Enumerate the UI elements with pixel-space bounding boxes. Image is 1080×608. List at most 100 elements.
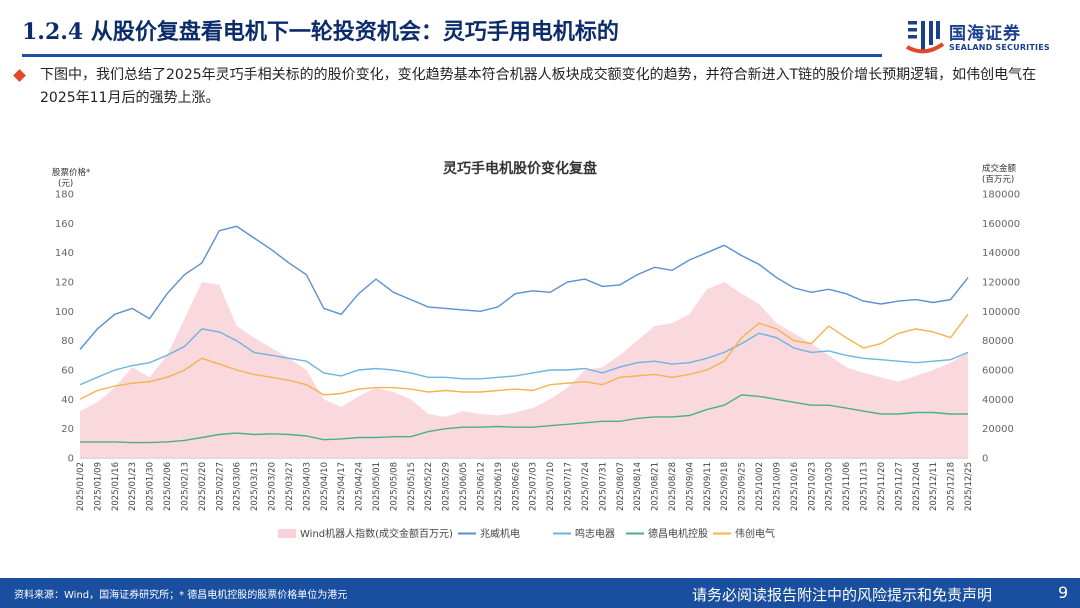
series-line-mingzhi [79, 328, 969, 386]
x-tick-label: 2025/02/20 [198, 462, 208, 511]
y-tick-right: 0 [982, 454, 988, 465]
x-tick-label: 2025/01/30 [146, 462, 156, 511]
x-tick-label: 2025/03/06 [233, 462, 243, 511]
x-tick-label: 2025/06/05 [459, 462, 469, 511]
x-tick-label: 2025/02/06 [163, 462, 173, 511]
y-tick-right: 140000 [982, 248, 1020, 259]
footer-bar: 资料来源：Wind，国海证券研究所；* 德昌电机控股的股票价格单位为港元 请务必… [0, 578, 1080, 608]
x-tick-label: 2025/07/03 [529, 462, 539, 511]
x-tick-label: 2025/04/17 [337, 462, 347, 511]
y-tick-right: 180000 [982, 190, 1020, 201]
logo-english-name: SEALAND SECURITIES [949, 43, 1050, 52]
legend-zhaowei: 兆威机电 [480, 527, 520, 540]
slide-title: 1.2.4 从股价复盘看电机下一轮投资机会：灵巧手用电机标的 [22, 19, 619, 45]
x-tick-label: 2025/03/13 [250, 462, 260, 511]
x-tick-label: 2025/12/04 [912, 462, 922, 511]
page-number: 9 [1058, 583, 1069, 602]
x-tick-label: 2025/07/31 [598, 462, 608, 511]
x-tick-label: 2025/10/02 [755, 462, 765, 511]
y-tick-left: 160 [55, 219, 74, 230]
x-tick-label: 2025/12/11 [929, 462, 939, 511]
x-tick-label: 2025/05/29 [442, 462, 452, 511]
x-tick-label: 2025/03/27 [285, 462, 295, 511]
x-tick-label: 2025/07/10 [546, 462, 556, 511]
x-tick-label: 2025/09/11 [703, 462, 713, 511]
x-tick-label: 2025/05/22 [424, 462, 434, 511]
y-axis-right-unit: (百万元) [982, 175, 1014, 185]
y-axis-left-label: 股票价格* [52, 167, 90, 178]
x-tick-label: 2025/04/10 [320, 462, 330, 511]
y-tick-left: 0 [68, 454, 74, 465]
legend-robot-index-swatch [278, 529, 296, 538]
x-tick-label: 2025/11/27 [894, 462, 904, 511]
y-tick-left: 180 [55, 190, 74, 201]
slide-header: 1.2.4 从股价复盘看电机下一轮投资机会：灵巧手用电机标的 国海证券 SEAL… [0, 0, 1080, 58]
footer-disclaimer: 请务必阅读报告附注中的风险提示和免责声明 [692, 586, 993, 604]
x-tick-label: 2025/09/04 [685, 462, 695, 511]
y-tick-left: 100 [55, 307, 74, 318]
series-line-weichuang [79, 313, 969, 400]
stock-price-chart: 灵巧手电机股价变化复盘 股票价格*(元) 成交金额(百万元) 0 20 40 60 80 100… [52, 160, 1020, 540]
legend-dechang: 德昌电机控股 [648, 527, 708, 540]
legend-mingzhi: 鸣志电器 [575, 527, 615, 540]
x-tick-label: 2025/11/06 [842, 462, 852, 511]
bullet-paragraph: 下图中，我们总结了2025年灵巧手相关标的的股价变化，变化趋势基本符合机器人板块… [40, 67, 1037, 106]
y-tick-right: 60000 [982, 366, 1014, 377]
x-tick-label: 2025/03/20 [268, 462, 278, 511]
x-tick-label: 2025/02/27 [215, 462, 225, 511]
y-tick-right: 20000 [982, 424, 1014, 435]
y-axis-left-unit: (元) [58, 179, 73, 189]
x-tick-label: 2025/02/13 [180, 462, 190, 511]
chart-title: 灵巧手电机股价变化复盘 [443, 160, 597, 177]
x-tick-label: 2025/11/13 [860, 462, 870, 511]
x-tick-label: 2025/01/23 [128, 462, 138, 511]
x-tick-label: 2025/12/18 [947, 462, 957, 511]
y-axis-right-label: 成交金额 [982, 163, 1017, 174]
x-tick-label: 2025/10/16 [790, 462, 800, 511]
y-tick-right: 160000 [982, 219, 1020, 230]
legend-weichuang: 伟创电气 [735, 527, 775, 540]
x-tick-label: 2025/06/12 [476, 462, 486, 511]
x-tick-label: 2025/04/03 [302, 462, 312, 511]
x-tick-label: 2025/04/24 [355, 462, 365, 511]
x-tick-label: 2025/07/24 [581, 462, 591, 511]
footer-source: 资料来源：Wind，国海证券研究所；* 德昌电机控股的股票价格单位为港元 [14, 590, 348, 601]
x-tick-label: 2025/12/25 [964, 462, 974, 511]
x-tick-label: 2025/06/26 [511, 462, 521, 511]
x-tick-label: 2025/08/07 [616, 462, 626, 511]
x-tick-label: 2025/01/02 [76, 462, 86, 511]
x-tick-label: 2025/10/23 [807, 462, 817, 511]
x-tick-label: 2025/08/14 [633, 462, 643, 511]
y-tick-right: 100000 [982, 307, 1020, 318]
x-tick-label: 2025/01/09 [93, 462, 103, 511]
y-tick-left: 140 [55, 248, 74, 259]
y-tick-left: 60 [61, 366, 74, 377]
x-tick-label: 2025/05/08 [389, 462, 399, 511]
sealand-logo: 国海证券 SEALAND SECURITIES [905, 17, 1065, 59]
y-tick-right: 120000 [982, 278, 1020, 289]
x-tick-label: 2025/08/28 [668, 462, 678, 511]
y-tick-left: 80 [61, 336, 74, 347]
y-tick-right: 80000 [982, 336, 1014, 347]
x-tick-label: 2025/07/17 [564, 462, 574, 511]
y-tick-left: 120 [55, 278, 74, 289]
x-tick-label: 2025/06/19 [494, 462, 504, 511]
x-tick-label: 2025/05/15 [407, 462, 417, 511]
logo-chinese-name: 国海证券 [949, 24, 1021, 44]
y-tick-left: 40 [61, 395, 74, 406]
x-tick-label: 2025/10/30 [825, 462, 835, 511]
title-underline [22, 54, 882, 57]
sealand-logo-icon [906, 21, 945, 54]
x-tick-label: 2025/11/20 [877, 462, 887, 511]
x-tick-label: 2025/05/01 [372, 462, 382, 511]
series-line-dechang [80, 394, 968, 444]
legend-robot-index: Wind机器人指数(成交金额百万元) [300, 527, 453, 540]
x-tick-label: 2025/08/21 [651, 462, 661, 511]
x-tick-label: 2025/10/09 [772, 462, 782, 511]
bullet-diamond-icon [13, 69, 26, 82]
x-tick-label: 2025/09/25 [738, 462, 748, 511]
x-tick-label: 2025/01/16 [111, 462, 121, 511]
y-tick-right: 40000 [982, 395, 1014, 406]
y-tick-left: 20 [61, 424, 74, 435]
series-area-robot-index [80, 282, 968, 458]
